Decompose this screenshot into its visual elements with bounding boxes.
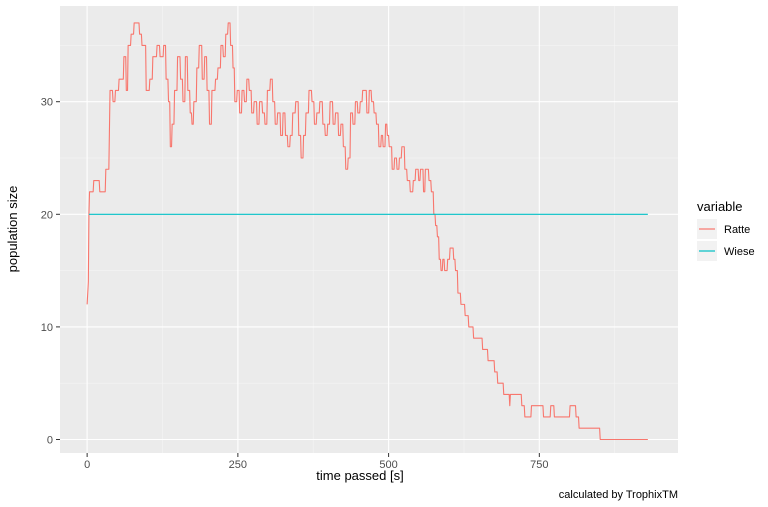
y-tick-label: 30	[41, 97, 53, 109]
legend-label-wiese: Wiese	[724, 246, 755, 258]
legend-items: Ratte Wiese	[697, 219, 755, 261]
legend-title: variable	[697, 199, 743, 214]
chart-caption: calculated by TrophixTM	[559, 489, 678, 501]
x-axis-title: time passed [s]	[316, 468, 403, 483]
y-axis-ticks: 0 10 20 30	[41, 97, 60, 446]
series-lines	[86, 22, 648, 441]
y-tick-label: 20	[41, 209, 53, 221]
legend-label-ratte: Ratte	[724, 224, 750, 236]
x-axis-ticks: 0 250 500 750	[84, 453, 549, 471]
x-tick-label: 250	[229, 459, 247, 471]
y-tick-label: 0	[47, 434, 53, 446]
y-axis-title: population size	[5, 186, 20, 273]
y-tick-label: 10	[41, 322, 53, 334]
legend: variable Ratte Wiese	[697, 199, 755, 261]
minor-grid	[60, 6, 678, 453]
panel-background	[60, 6, 678, 453]
x-tick-label: 750	[530, 459, 548, 471]
series-line-ratte	[86, 22, 648, 441]
x-tick-label: 0	[84, 459, 90, 471]
x-tick-label: 500	[379, 459, 397, 471]
